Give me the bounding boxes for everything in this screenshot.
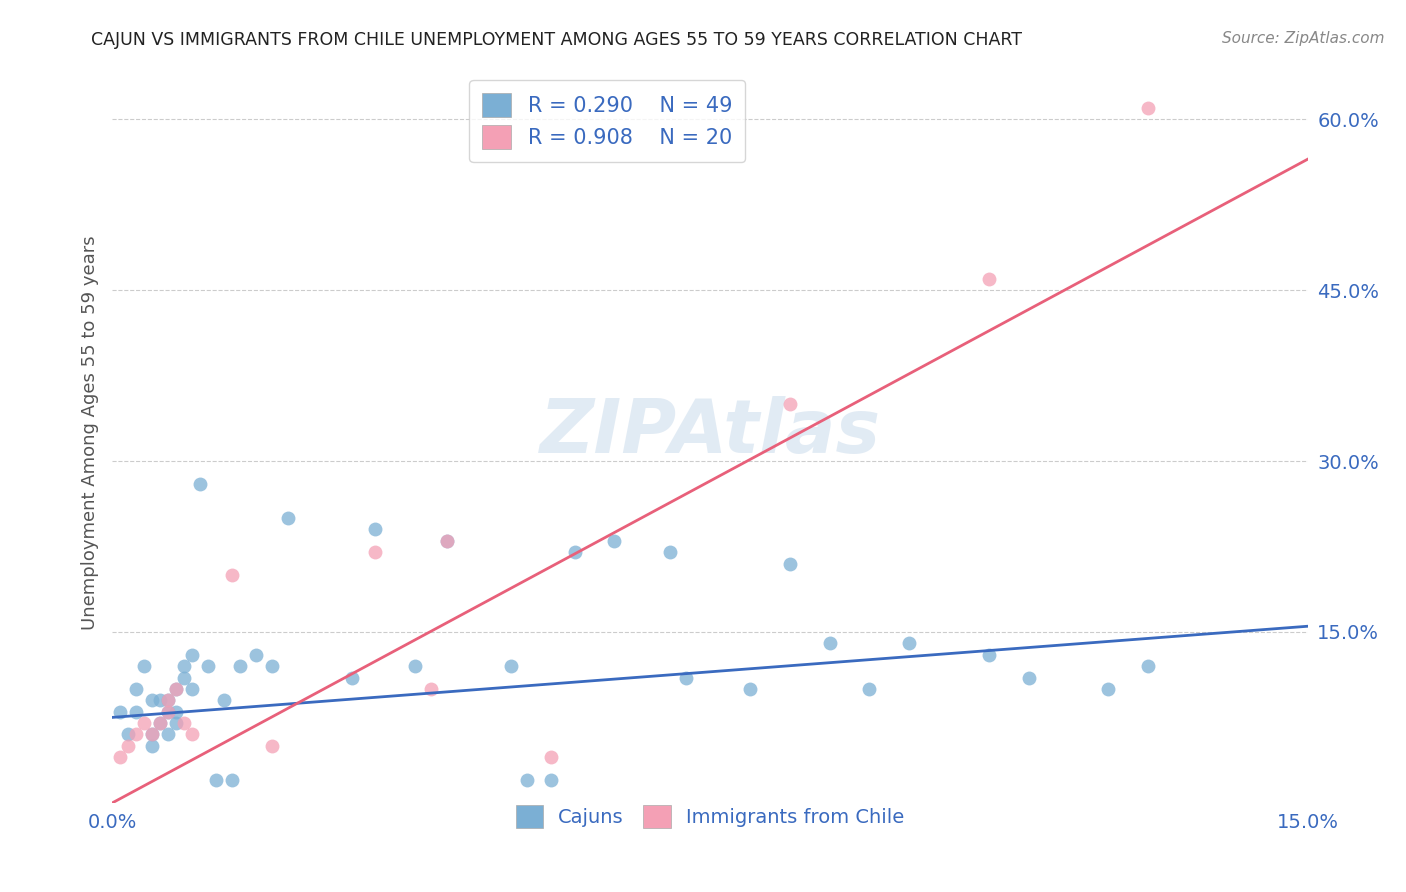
Point — [157, 705, 180, 719]
Point — [165, 681, 187, 696]
Point — [181, 681, 204, 696]
Point — [738, 681, 761, 696]
Point — [181, 648, 204, 662]
Text: CAJUN VS IMMIGRANTS FROM CHILE UNEMPLOYMENT AMONG AGES 55 TO 59 YEARS CORRELATIO: CAJUN VS IMMIGRANTS FROM CHILE UNEMPLOYM… — [91, 31, 1022, 49]
Point — [173, 671, 195, 685]
Point — [134, 659, 156, 673]
Point — [212, 693, 235, 707]
Point — [260, 659, 283, 673]
Point — [1137, 659, 1160, 673]
Point — [117, 739, 139, 753]
Point — [659, 545, 682, 559]
Text: Source: ZipAtlas.com: Source: ZipAtlas.com — [1222, 31, 1385, 46]
Point — [1097, 681, 1119, 696]
Point — [404, 659, 426, 673]
Point — [564, 545, 586, 559]
Point — [149, 693, 172, 707]
Point — [149, 716, 172, 731]
Point — [277, 511, 299, 525]
Point — [165, 705, 187, 719]
Point — [898, 636, 921, 650]
Point — [157, 693, 180, 707]
Point — [188, 476, 211, 491]
Point — [157, 705, 180, 719]
Point — [141, 693, 163, 707]
Point — [516, 772, 538, 787]
Point — [779, 397, 801, 411]
Point — [165, 716, 187, 731]
Point — [977, 272, 1000, 286]
Point — [110, 750, 132, 764]
Point — [436, 533, 458, 548]
Point — [221, 772, 243, 787]
Point — [420, 681, 443, 696]
Legend: Cajuns, Immigrants from Chile: Cajuns, Immigrants from Chile — [506, 796, 914, 838]
Point — [499, 659, 522, 673]
Point — [157, 693, 180, 707]
Point — [858, 681, 880, 696]
Point — [977, 648, 1000, 662]
Point — [603, 533, 626, 548]
Point — [157, 727, 180, 741]
Point — [125, 705, 148, 719]
Point — [221, 568, 243, 582]
Point — [340, 671, 363, 685]
Point — [141, 739, 163, 753]
Point — [149, 716, 172, 731]
Point — [540, 750, 562, 764]
Point — [181, 727, 204, 741]
Y-axis label: Unemployment Among Ages 55 to 59 years: Unemployment Among Ages 55 to 59 years — [80, 235, 98, 630]
Point — [1137, 101, 1160, 115]
Point — [197, 659, 219, 673]
Point — [675, 671, 697, 685]
Point — [260, 739, 283, 753]
Point — [141, 727, 163, 741]
Point — [818, 636, 841, 650]
Point — [364, 523, 387, 537]
Point — [134, 716, 156, 731]
Point — [110, 705, 132, 719]
Point — [1018, 671, 1040, 685]
Point — [779, 557, 801, 571]
Point — [229, 659, 252, 673]
Point — [436, 533, 458, 548]
Point — [540, 772, 562, 787]
Point — [245, 648, 267, 662]
Point — [125, 681, 148, 696]
Point — [141, 727, 163, 741]
Point — [173, 659, 195, 673]
Text: ZIPAtlas: ZIPAtlas — [540, 396, 880, 469]
Point — [165, 681, 187, 696]
Point — [125, 727, 148, 741]
Point — [205, 772, 228, 787]
Point — [117, 727, 139, 741]
Point — [364, 545, 387, 559]
Point — [173, 716, 195, 731]
